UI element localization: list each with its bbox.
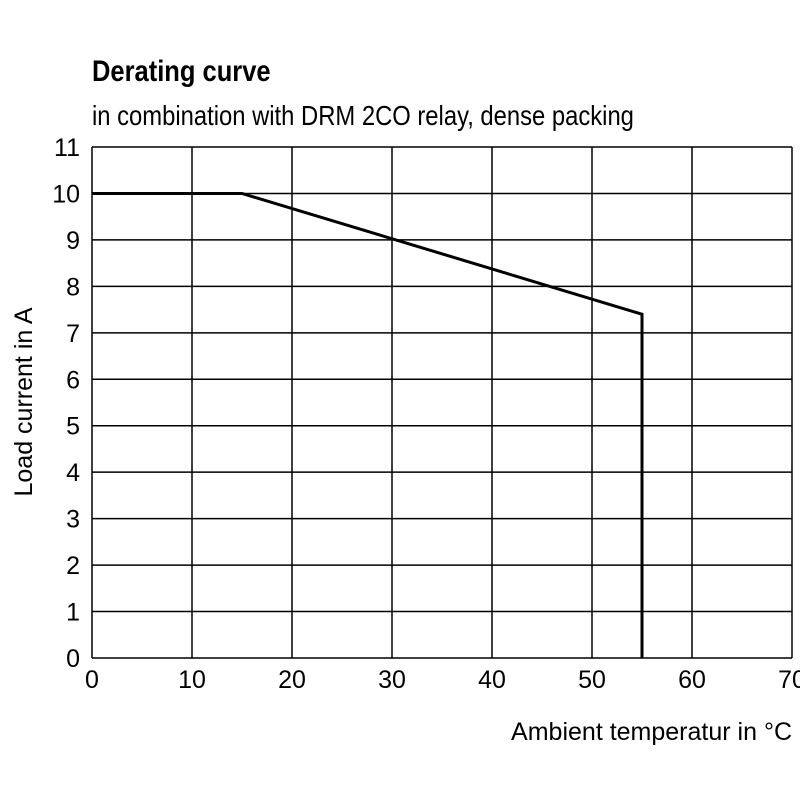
y-tick-label: 6: [66, 366, 80, 394]
x-tick-label: 20: [278, 666, 306, 694]
y-tick-label: 7: [66, 320, 80, 348]
x-tick-label: 60: [678, 666, 706, 694]
derating-curve-line: [92, 191, 644, 658]
y-tick-label: 0: [66, 645, 80, 673]
x-tick-label: 50: [578, 666, 606, 694]
y-tick-label: 3: [66, 506, 80, 534]
y-tick-label: 8: [66, 273, 80, 301]
x-axis-label: Ambient temperatur in °C: [511, 718, 792, 746]
y-tick-label: 4: [66, 459, 80, 487]
y-tick-label: 5: [66, 413, 80, 441]
y-tick-label: 1: [66, 599, 80, 627]
y-axis-label: Load current in A: [10, 307, 38, 496]
x-tick-label: 30: [378, 666, 406, 694]
chart-subtitle: in combination with DRM 2CO relay, dense…: [92, 100, 634, 131]
x-tick-label: 70: [778, 666, 800, 694]
chart-title: Derating curve: [92, 55, 271, 88]
x-tick-label: 0: [85, 666, 99, 694]
y-tick-label: 10: [52, 180, 80, 208]
y-tick-label: 2: [66, 552, 80, 580]
y-tick-label: 9: [66, 227, 80, 255]
x-tick-label: 10: [178, 666, 206, 694]
x-tick-label: 40: [478, 666, 506, 694]
y-tick-label: 11: [54, 134, 80, 162]
